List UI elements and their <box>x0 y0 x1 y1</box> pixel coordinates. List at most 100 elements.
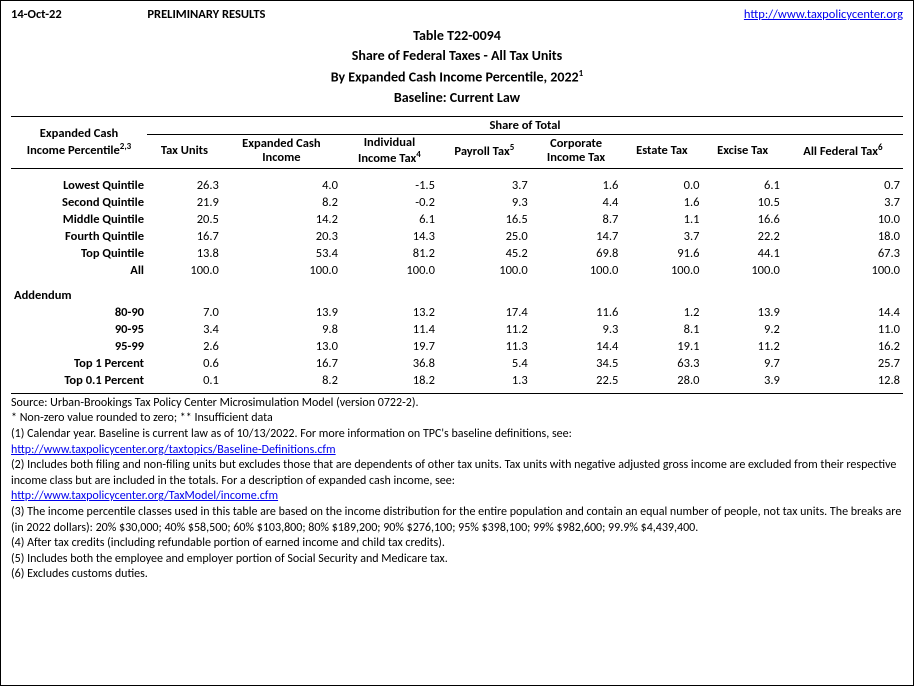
data-cell: 100.0 <box>222 262 341 279</box>
data-cell: 12.8 <box>783 372 903 389</box>
data-cell: 1.2 <box>621 304 702 321</box>
table-row: Second Quintile21.98.2-0.29.34.41.610.53… <box>11 194 903 211</box>
data-cell: 16.6 <box>702 211 782 228</box>
data-cell: 13.2 <box>341 304 438 321</box>
data-cell: 26.3 <box>147 177 222 194</box>
data-cell: 45.2 <box>438 245 531 262</box>
data-cell: 16.5 <box>438 211 531 228</box>
table-row: Top 0.1 Percent0.18.218.21.322.528.03.91… <box>11 372 903 389</box>
data-cell: 20.3 <box>222 228 341 245</box>
data-cell: 53.4 <box>222 245 341 262</box>
data-cell: 81.2 <box>341 245 438 262</box>
table-row: All100.0100.0100.0100.0100.0100.0100.010… <box>11 262 903 279</box>
data-cell: 13.9 <box>222 304 341 321</box>
data-cell: 9.8 <box>222 321 341 338</box>
data-cell: 100.0 <box>621 262 702 279</box>
column-header: CorporateIncome Tax <box>531 134 622 168</box>
row-label: Top Quintile <box>11 245 147 262</box>
table-row: 90-953.49.811.411.29.38.19.211.0 <box>11 321 903 338</box>
data-cell: 0.7 <box>783 177 903 194</box>
data-cell: 13.8 <box>147 245 222 262</box>
data-cell: -0.2 <box>341 194 438 211</box>
data-cell: 100.0 <box>702 262 782 279</box>
data-cell: 11.0 <box>783 321 903 338</box>
data-cell: 14.3 <box>341 228 438 245</box>
data-cell: 14.7 <box>531 228 622 245</box>
baseline-label: Baseline: Current Law <box>11 88 903 108</box>
document-page: 14-Oct-22 PRELIMINARY RESULTS http://www… <box>0 0 914 686</box>
data-cell: 6.1 <box>702 177 782 194</box>
footnote-link-2[interactable]: http://www.taxpolicycenter.org/TaxModel/… <box>11 489 278 503</box>
table-id: Table T22-0094 <box>11 26 903 46</box>
data-cell: 28.0 <box>621 372 702 389</box>
data-cell: 0.0 <box>621 177 702 194</box>
footnotes: Source: Urban-Brookings Tax Policy Cente… <box>11 393 903 583</box>
column-header: Expanded CashIncome <box>222 134 341 168</box>
data-cell: 25.0 <box>438 228 531 245</box>
data-cell: -1.5 <box>341 177 438 194</box>
data-table: Expanded Cash Income Percentile2,3 Share… <box>11 116 903 389</box>
data-cell: 11.2 <box>438 321 531 338</box>
data-cell: 5.4 <box>438 355 531 372</box>
row-label: All <box>11 262 147 279</box>
data-cell: 34.5 <box>531 355 622 372</box>
row-label: Second Quintile <box>11 194 147 211</box>
data-cell: 3.7 <box>438 177 531 194</box>
data-cell: 1.1 <box>621 211 702 228</box>
source-note: Source: Urban-Brookings Tax Policy Cente… <box>11 396 903 412</box>
data-cell: 3.7 <box>621 228 702 245</box>
data-cell: 0.1 <box>147 372 222 389</box>
data-cell: 6.1 <box>341 211 438 228</box>
table-subtitle: By Expanded Cash Income Percentile, 2022… <box>11 67 903 88</box>
data-cell: 3.9 <box>702 372 782 389</box>
footnote-4: (4) After tax credits (including refunda… <box>11 536 903 552</box>
title-block: Table T22-0094 Share of Federal Taxes - … <box>11 26 903 108</box>
data-cell: 3.7 <box>783 194 903 211</box>
data-cell: 11.2 <box>702 338 782 355</box>
data-cell: 22.5 <box>531 372 622 389</box>
footnote-link-1[interactable]: http://www.taxpolicycenter.org/taxtopics… <box>11 443 336 457</box>
data-cell: 18.2 <box>341 372 438 389</box>
data-cell: 22.2 <box>702 228 782 245</box>
row-label: 90-95 <box>11 321 147 338</box>
row-label: 80-90 <box>11 304 147 321</box>
data-cell: 10.5 <box>702 194 782 211</box>
data-cell: 100.0 <box>783 262 903 279</box>
data-cell: 0.6 <box>147 355 222 372</box>
column-header: IndividualIncome Tax4 <box>341 134 438 168</box>
table-row: Top Quintile13.853.481.245.269.891.644.1… <box>11 245 903 262</box>
data-cell: 14.2 <box>222 211 341 228</box>
star-note: * Non-zero value rounded to zero; ** Ins… <box>11 411 903 427</box>
data-cell: 100.0 <box>531 262 622 279</box>
data-cell: 13.9 <box>702 304 782 321</box>
data-cell: 16.7 <box>147 228 222 245</box>
data-cell: 2.6 <box>147 338 222 355</box>
row-label: Top 0.1 Percent <box>11 372 147 389</box>
data-cell: 1.6 <box>621 194 702 211</box>
table-row: 95-992.613.019.711.314.419.111.216.2 <box>11 338 903 355</box>
column-header: Payroll Tax5 <box>438 134 531 168</box>
data-cell: 91.6 <box>621 245 702 262</box>
table-row: Lowest Quintile26.34.0-1.53.71.60.06.10.… <box>11 177 903 194</box>
column-header: Tax Units <box>147 134 222 168</box>
data-cell: 100.0 <box>147 262 222 279</box>
row-header: Expanded Cash Income Percentile2,3 <box>11 116 147 168</box>
data-cell: 16.2 <box>783 338 903 355</box>
data-cell: 11.6 <box>531 304 622 321</box>
column-header: Estate Tax <box>621 134 702 168</box>
footnote-6: (6) Excludes customs duties. <box>11 567 903 583</box>
data-cell: 19.7 <box>341 338 438 355</box>
row-label: 95-99 <box>11 338 147 355</box>
data-cell: 67.3 <box>783 245 903 262</box>
preliminary-label: PRELIMINARY RESULTS <box>147 7 265 22</box>
data-cell: 3.4 <box>147 321 222 338</box>
data-cell: 1.6 <box>531 177 622 194</box>
source-link[interactable]: http://www.taxpolicycenter.org <box>744 7 903 22</box>
data-cell: 8.1 <box>621 321 702 338</box>
data-cell: 4.0 <box>222 177 341 194</box>
data-cell: 14.4 <box>783 304 903 321</box>
data-cell: 69.8 <box>531 245 622 262</box>
row-label: Lowest Quintile <box>11 177 147 194</box>
data-cell: 36.8 <box>341 355 438 372</box>
data-cell: 8.2 <box>222 194 341 211</box>
